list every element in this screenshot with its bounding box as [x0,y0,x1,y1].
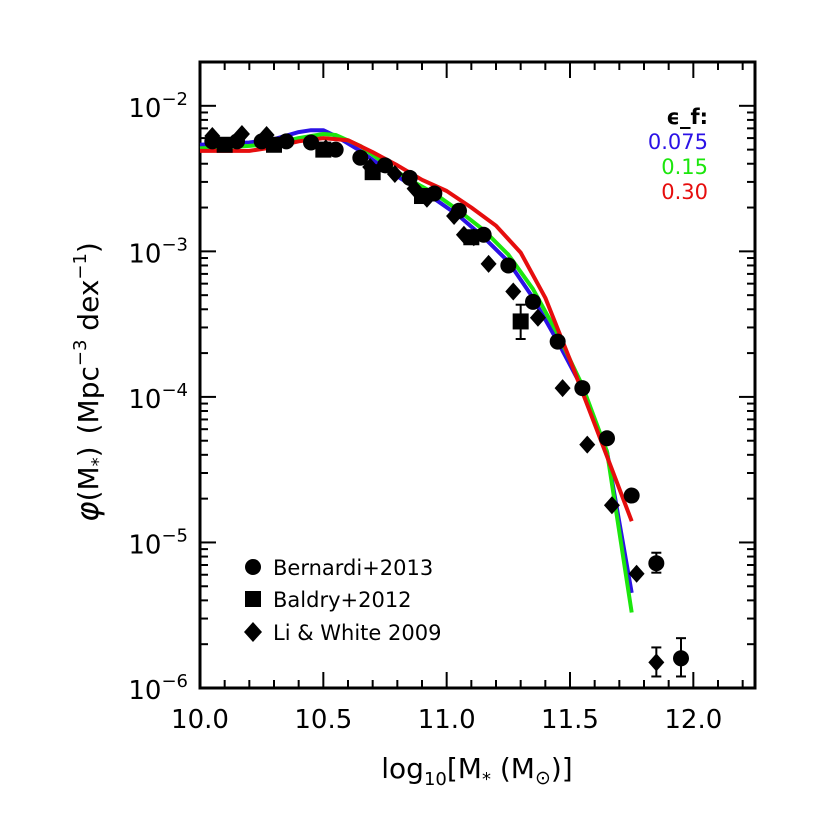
y-tick-label: 10−2 [128,89,188,124]
model-legend: ϵ_f: 0.075 0.15 0.30 [648,105,708,204]
data-point-diamond [628,564,645,583]
data-point-circle [549,333,566,350]
data-point-circle [574,380,591,397]
data-point-diamond [317,139,334,158]
marker-legend: Bernardi+2013 Baldry+2012 Li & White 200… [244,556,441,645]
model-legend-title: ϵ_f: [666,105,708,129]
model-legend-entry: 0.075 [648,130,708,154]
y-tick-label: 10−5 [128,525,188,560]
data-point-diamond [603,496,620,515]
data-point-diamond [505,282,522,301]
data-point-diamond [465,228,482,247]
plot-frame [198,60,757,690]
y-tick-label: 10−6 [128,671,188,706]
x-tick-label: 11.0 [418,705,476,735]
data-point-diamond [648,653,665,672]
data-point-circle [303,134,319,151]
data-point-diamond [386,165,403,184]
x-tick-labels: 10.0 10.5 11.0 11.5 12.0 [171,705,722,735]
data-point-circle [500,257,517,274]
data-point-square [512,313,529,330]
legend-marker-circle [245,559,261,575]
axis-ticks [199,61,755,689]
y-tick-labels: 10−6 10−5 10−4 10−3 10−2 [128,89,188,706]
y-tick-label: 10−4 [128,380,188,415]
data-point-circle [278,133,295,150]
data-point-circle [623,487,640,504]
y-axis-label: φ(M*)(Mpc−3 dex−1) [70,242,109,522]
data-point-circle [673,650,689,667]
data-point-diamond [579,435,596,454]
x-tick-label: 10.5 [294,705,352,735]
x-tick-label: 10.0 [171,705,229,735]
data-point-diamond [233,125,250,144]
data-point-circle [327,141,344,158]
data-point-diamond [204,127,221,146]
model-legend-entry: 0.30 [661,180,708,204]
legend-marker-square [245,591,261,607]
data-point-circle [648,555,665,572]
legend-entry: Bernardi+2013 [273,556,433,580]
data-point-square [216,136,233,153]
legend-marker-diamond [244,622,262,642]
x-axis-label: log10[M* (M⊙)] [381,752,572,790]
data-point-circle [599,430,615,447]
plot-frame-group [198,60,757,690]
data-point-diamond [554,379,571,398]
data-point-diamond [258,126,275,145]
model-legend-entry: 0.15 [661,155,708,179]
data-point-diamond [446,206,463,225]
legend-entry: Baldry+2012 [273,588,412,612]
data-point-diamond [529,308,546,327]
data-point-diamond [362,157,379,176]
data-point-circle [525,293,541,310]
legend-entry: Li & White 2009 [273,621,441,645]
data-point-square [266,136,282,153]
data-point-diamond [418,189,435,208]
y-tick-label: 10−3 [128,234,188,269]
data-point-diamond [406,179,423,198]
data-point-circle [377,157,393,174]
model-curve [199,132,634,613]
x-tick-label: 12.0 [664,705,722,735]
observation-points [204,125,689,678]
data-point-circle [352,149,369,166]
x-tick-label: 11.5 [541,705,599,735]
data-point-diamond [480,254,497,273]
